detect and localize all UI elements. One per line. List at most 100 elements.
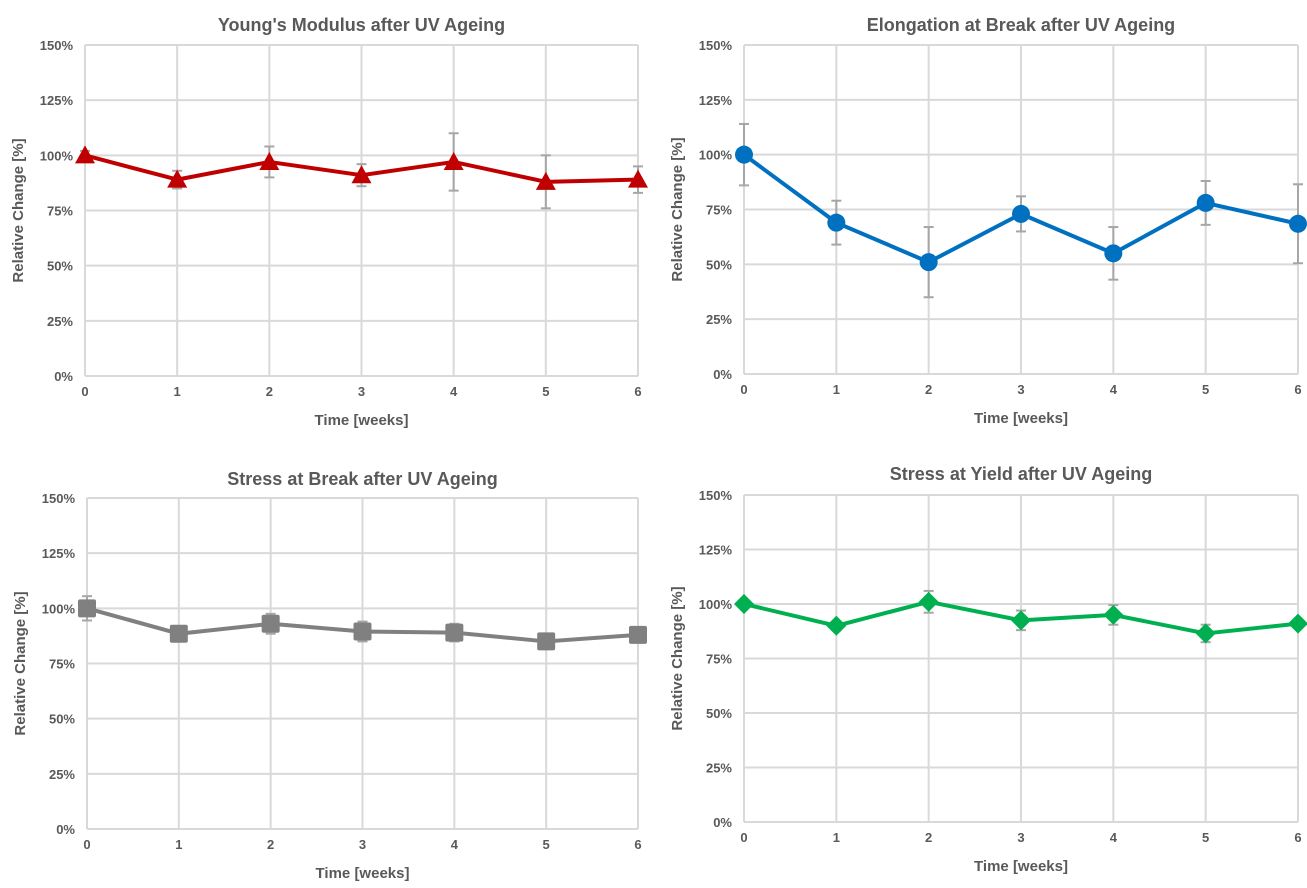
x-tick-label: 4: [1110, 382, 1118, 397]
y-tick-label: 0%: [56, 822, 75, 837]
y-axis-title: Relative Change [%]: [10, 138, 27, 282]
y-tick-label: 150%: [40, 38, 74, 53]
y-tick-label: 0%: [713, 367, 732, 382]
y-tick-label: 150%: [699, 38, 733, 53]
x-tick-label: 1: [833, 830, 840, 845]
y-tick-label: 50%: [47, 259, 73, 274]
triangle-marker: [443, 151, 464, 170]
x-tick-label: 5: [1202, 382, 1209, 397]
y-tick-label: 50%: [49, 712, 75, 727]
stress-at-yield-chart: Stress at Yield after UV Ageing 0% 25% 50% 7…: [669, 464, 1307, 875]
y-tick-label: 50%: [706, 257, 732, 272]
y-axis-title: Relative Change [%]: [669, 586, 686, 730]
y-tick-label: 25%: [706, 312, 732, 327]
y-tick-label: 100%: [42, 601, 76, 616]
x-tick-label: 2: [925, 830, 932, 845]
x-axis-title: Time [weeks]: [974, 410, 1068, 427]
y-tick-label: 125%: [42, 546, 76, 561]
triangle-marker: [75, 145, 95, 164]
diamond-marker: [1103, 604, 1124, 625]
y-tick-label: 75%: [706, 203, 732, 218]
diamond-marker: [734, 594, 754, 614]
x-axis-title: Time [weeks]: [974, 858, 1068, 875]
y-tick-label: 25%: [49, 767, 75, 782]
triangle-marker: [628, 169, 648, 188]
chart-title: Stress at Yield after UV Ageing: [890, 464, 1152, 484]
y-tick-label: 0%: [54, 369, 73, 384]
circle-marker: [1012, 204, 1030, 223]
diamond-marker: [918, 591, 939, 612]
y-axis-title: Relative Change [%]: [12, 591, 29, 735]
square-marker: [169, 624, 188, 643]
y-tick-label: 25%: [706, 761, 732, 776]
chart-title: Elongation at Break after UV Ageing: [867, 15, 1175, 35]
circle-marker: [919, 253, 938, 272]
y-tick-label: 100%: [699, 597, 733, 612]
x-tick-label: 1: [174, 384, 181, 399]
x-tick-label: 3: [359, 837, 366, 852]
triangle-marker: [351, 165, 372, 184]
y-tick-label: 150%: [42, 491, 76, 506]
square-marker: [629, 625, 647, 644]
x-tick-label: 3: [358, 384, 365, 399]
youngs-modulus-chart: Young's Modulus after UV Ageing 0% 25% 50% 7…: [10, 15, 648, 429]
square-marker: [353, 622, 372, 641]
x-tick-label: 5: [543, 837, 550, 852]
stress-at-break-chart: Stress at Break after UV Ageing 0% 25% 50% 7…: [12, 469, 647, 882]
x-tick-label: 4: [1110, 830, 1118, 845]
y-tick-label: 75%: [47, 204, 73, 219]
x-tick-label: 4: [451, 837, 459, 852]
diamond-marker: [1195, 623, 1216, 644]
x-tick-label: 2: [925, 382, 932, 397]
x-axis-title: Time [weeks]: [316, 865, 410, 882]
chart-title: Stress at Break after UV Ageing: [227, 469, 497, 489]
y-tick-label: 100%: [699, 148, 733, 163]
x-tick-label: 5: [1202, 830, 1209, 845]
y-tick-label: 125%: [699, 93, 733, 108]
chart-title: Young's Modulus after UV Ageing: [218, 15, 505, 35]
x-tick-label: 0: [83, 837, 90, 852]
x-tick-label: 4: [450, 384, 458, 399]
circle-marker: [827, 213, 846, 232]
square-marker: [537, 632, 556, 651]
x-tick-label: 6: [634, 837, 641, 852]
y-tick-label: 125%: [40, 93, 74, 108]
x-tick-label: 5: [542, 384, 549, 399]
triangle-marker: [535, 171, 556, 190]
y-tick-label: 50%: [706, 706, 732, 721]
x-tick-label: 1: [833, 382, 840, 397]
x-tick-label: 0: [81, 384, 88, 399]
y-tick-label: 125%: [699, 543, 733, 558]
triangle-marker: [167, 169, 188, 188]
x-tick-label: 3: [1017, 830, 1024, 845]
x-tick-label: 6: [1294, 382, 1301, 397]
x-tick-label: 3: [1017, 382, 1024, 397]
circle-marker: [735, 145, 753, 164]
y-tick-label: 100%: [40, 148, 74, 163]
x-tick-label: 0: [740, 382, 747, 397]
square-marker: [78, 599, 96, 618]
diamond-marker: [1011, 610, 1031, 631]
y-tick-label: 150%: [699, 488, 733, 503]
diamond-marker: [826, 615, 847, 636]
circle-marker: [1196, 193, 1215, 212]
y-tick-label: 0%: [713, 815, 732, 830]
x-tick-label: 0: [740, 830, 747, 845]
x-tick-label: 6: [1294, 830, 1301, 845]
y-axis-title: Relative Change [%]: [669, 137, 686, 281]
elongation-at-break-chart: Elongation at Break after UV Ageing 0% 25%…: [669, 15, 1307, 427]
square-marker: [445, 623, 464, 642]
y-tick-label: 25%: [47, 314, 73, 329]
circle-marker: [1104, 244, 1123, 263]
y-tick-label: 75%: [49, 657, 75, 672]
triangle-marker: [259, 151, 280, 170]
x-tick-label: 1: [175, 837, 182, 852]
x-tick-label: 2: [267, 837, 274, 852]
x-tick-label: 6: [634, 384, 641, 399]
diamond-marker: [1288, 613, 1307, 634]
y-tick-label: 75%: [706, 652, 732, 667]
x-tick-label: 2: [266, 384, 273, 399]
circle-marker: [1289, 214, 1307, 233]
x-axis-title: Time [weeks]: [315, 412, 409, 429]
